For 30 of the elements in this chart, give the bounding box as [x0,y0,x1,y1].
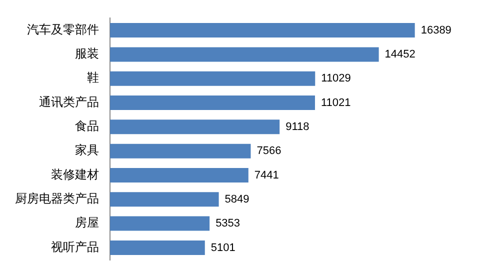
bar [110,168,248,182]
y-tick-label: 鞋 [87,70,99,85]
y-tick-label: 视听产品 [51,240,99,254]
y-tick-label: 食品 [75,119,99,134]
bar [110,47,379,62]
y-tick-label: 通讯类产品 [39,94,99,109]
data-label: 5849 [224,193,250,206]
y-tick-label: 房屋 [75,216,99,230]
bar [110,120,280,134]
data-label: 9118 [286,120,310,133]
data-label: 7441 [254,169,279,182]
y-tick-label: 厨房电器类产品 [15,192,99,206]
bar [110,144,251,158]
y-tick-label: 装修建材 [51,167,99,182]
data-label: 5101 [210,242,236,254]
data-label: 16389 [420,24,452,36]
bar [110,71,316,86]
bar [110,96,315,110]
y-tick-label: 家具 [75,143,99,158]
data-label: 7566 [256,145,282,158]
data-label: 11029 [321,72,351,85]
bar [110,23,415,38]
bar [110,240,205,255]
bar [110,192,219,207]
bar [110,216,210,231]
data-label: 11021 [320,96,351,109]
data-label: 14452 [384,48,416,60]
y-tick-label: 汽车及零部件 [27,22,99,36]
data-label: 5353 [216,218,240,230]
y-tick-label: 服装 [75,46,99,61]
